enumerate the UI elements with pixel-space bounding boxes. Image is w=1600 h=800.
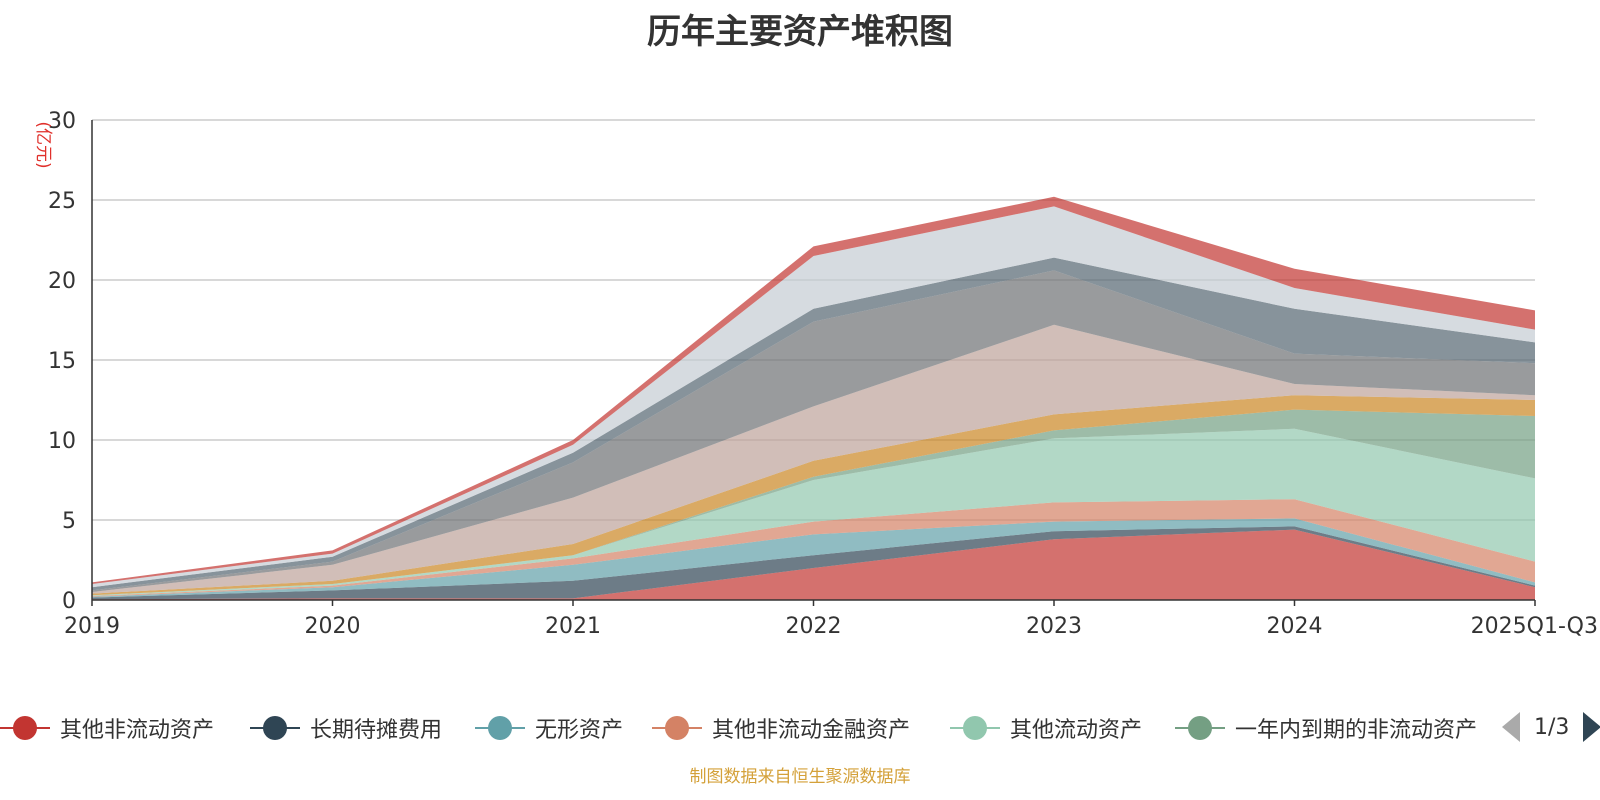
legend-marker-icon [950,716,1000,740]
legend-item[interactable]: 其他非流动金融资产 [652,710,910,746]
x-tick-label: 2019 [64,614,120,639]
legend-marker-icon [652,716,702,740]
legend-label: 其他非流动资产 [60,718,215,743]
legend-pager: 1/3 [1502,712,1600,742]
stacked-area-chart: 0 5 10 15 20 25 30 2019 2020 2021 2022 2023 2024 2025… [33,109,1598,639]
area-series[interactable] [92,518,1535,598]
x-tick-label: 2025Q1-Q3 [1471,614,1598,639]
legend-label: 其他非流动金融资产 [712,718,911,743]
chart-legend: 其他非流动资产 长期待摊费用 无形资产 其他非流动金融资产 其他流动资产 一年内到期的非流… [0,710,1600,746]
legend-item[interactable]: 无形资产 [475,710,623,746]
chart-title: 历年主要资产堆积图 [647,12,953,52]
x-tick-label: 2020 [305,614,361,639]
x-tick-label: 2024 [1267,614,1323,639]
y-tick-label: 0 [62,589,76,614]
x-tick-label: 2023 [1026,614,1082,639]
y-tick-label: 25 [48,189,76,214]
area-series[interactable] [92,526,1535,600]
y-tick-label: 15 [48,349,76,374]
legend-label: 长期待摊费用 [310,718,443,743]
legend-item[interactable]: 其他流动资产 [950,710,1142,746]
legend-prev-page-icon[interactable] [1502,712,1520,742]
legend-page-indicator: 1/3 [1534,714,1570,740]
y-tick-label: 5 [62,509,76,534]
area-series[interactable] [92,324,1535,594]
area-series[interactable] [92,428,1535,596]
y-tick-label: 10 [48,429,76,454]
area-series[interactable] [92,409,1535,596]
y-tick-label: 20 [48,269,76,294]
area-series[interactable] [92,206,1535,588]
legend-marker-icon [475,716,525,740]
legend-label: 无形资产 [535,718,624,743]
area-series[interactable] [92,257,1535,591]
legend-marker-icon [1175,716,1225,740]
source-note: 制图数据来自恒生聚源数据库 [689,767,911,787]
legend-marker-icon [0,716,50,740]
y-axis-unit-label: (亿元) [33,121,53,168]
area-series[interactable] [92,270,1535,592]
x-tick-label: 2021 [545,614,601,639]
legend-item[interactable]: 长期待摊费用 [250,710,442,746]
legend-label: 一年内到期的非流动资产 [1235,718,1478,743]
area-series[interactable] [92,499,1535,597]
legend-marker-icon [250,716,300,740]
legend-next-page-icon[interactable] [1583,712,1600,742]
legend-item[interactable]: 其他非流动资产 [0,710,214,746]
y-tick-label: 30 [48,109,76,134]
legend-label: 其他流动资产 [1010,718,1143,743]
legend-item[interactable]: 一年内到期的非流动资产 [1175,710,1477,746]
area-series[interactable] [92,529,1535,600]
x-tick-label: 2022 [786,614,842,639]
